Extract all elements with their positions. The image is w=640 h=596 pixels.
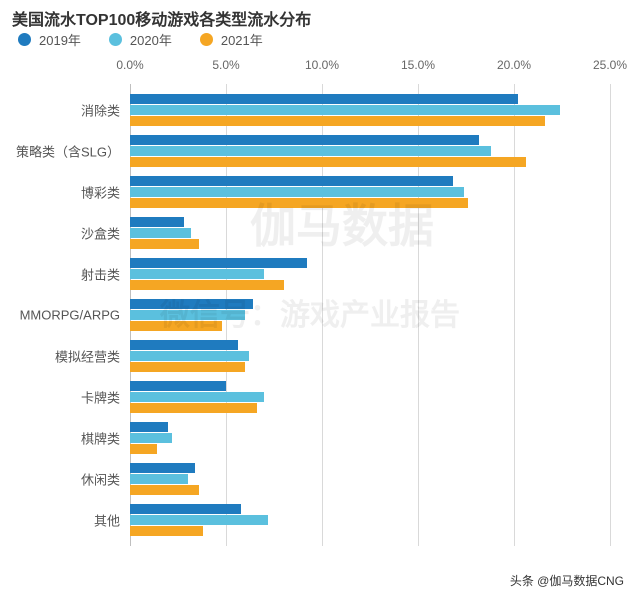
bar <box>130 299 253 309</box>
category-label: 消除类 <box>81 101 120 120</box>
legend-item-2020: 2020年 <box>109 30 172 49</box>
bar <box>130 310 245 320</box>
bar <box>130 485 199 495</box>
bar <box>130 105 560 115</box>
category-label: 休闲类 <box>81 470 120 489</box>
bar <box>130 444 157 454</box>
category-label: 其他 <box>94 511 120 530</box>
bar <box>130 217 184 227</box>
bar <box>130 135 479 145</box>
bar <box>130 269 264 279</box>
bar <box>130 381 226 391</box>
legend-label-2019: 2019年 <box>39 30 81 49</box>
x-tick-label: 25.0% <box>593 58 627 72</box>
bar <box>130 474 188 484</box>
category-label: MMORPG/ARPG <box>20 308 120 323</box>
bar <box>130 362 245 372</box>
bar <box>130 351 249 361</box>
chart-title: 美国流水TOP100移动游戏各类型流水分布 <box>12 6 311 30</box>
x-tick-label: 0.0% <box>116 58 143 72</box>
bar <box>130 239 199 249</box>
bar <box>130 187 464 197</box>
bar <box>130 504 241 514</box>
legend-label-2021: 2021年 <box>221 30 263 49</box>
category-label: 射击类 <box>81 265 120 284</box>
gridline <box>514 84 515 546</box>
x-axis-labels: 0.0%5.0%10.0%15.0%20.0%25.0% <box>130 58 610 78</box>
bar <box>130 258 307 268</box>
legend-swatch-2019 <box>18 33 31 46</box>
bar <box>130 116 545 126</box>
bar <box>130 392 264 402</box>
bar <box>130 280 284 290</box>
bar <box>130 422 168 432</box>
category-label: 策略类（含SLG） <box>16 142 120 161</box>
bar <box>130 526 203 536</box>
footer-attribution: 头条 @伽马数据CNG <box>506 571 628 590</box>
legend-label-2020: 2020年 <box>130 30 172 49</box>
plot-area <box>130 84 610 546</box>
x-tick-label: 5.0% <box>212 58 239 72</box>
bar <box>130 176 453 186</box>
bar <box>130 463 195 473</box>
legend-swatch-2021 <box>200 33 213 46</box>
gridline <box>610 84 611 546</box>
legend-item-2021: 2021年 <box>200 30 263 49</box>
legend-item-2019: 2019年 <box>18 30 81 49</box>
bar <box>130 321 222 331</box>
legend: 2019年 2020年 2021年 <box>18 30 263 49</box>
category-label: 沙盒类 <box>81 224 120 243</box>
bar <box>130 228 191 238</box>
category-labels: 消除类策略类（含SLG） 博彩类沙盒类射击类 MMORPG/ARPG 模拟经营类卡牌类… <box>0 84 126 546</box>
bar <box>130 515 268 525</box>
x-tick-label: 10.0% <box>305 58 339 72</box>
legend-swatch-2020 <box>109 33 122 46</box>
x-tick-label: 15.0% <box>401 58 435 72</box>
category-label: 模拟经营类 <box>55 347 120 366</box>
bar <box>130 198 468 208</box>
bar <box>130 433 172 443</box>
bar <box>130 94 518 104</box>
category-label: 卡牌类 <box>81 388 120 407</box>
x-tick-label: 20.0% <box>497 58 531 72</box>
bar <box>130 146 491 156</box>
category-label: 博彩类 <box>81 183 120 202</box>
bar <box>130 403 257 413</box>
category-label: 棋牌类 <box>81 429 120 448</box>
bar <box>130 340 238 350</box>
bar <box>130 157 526 167</box>
